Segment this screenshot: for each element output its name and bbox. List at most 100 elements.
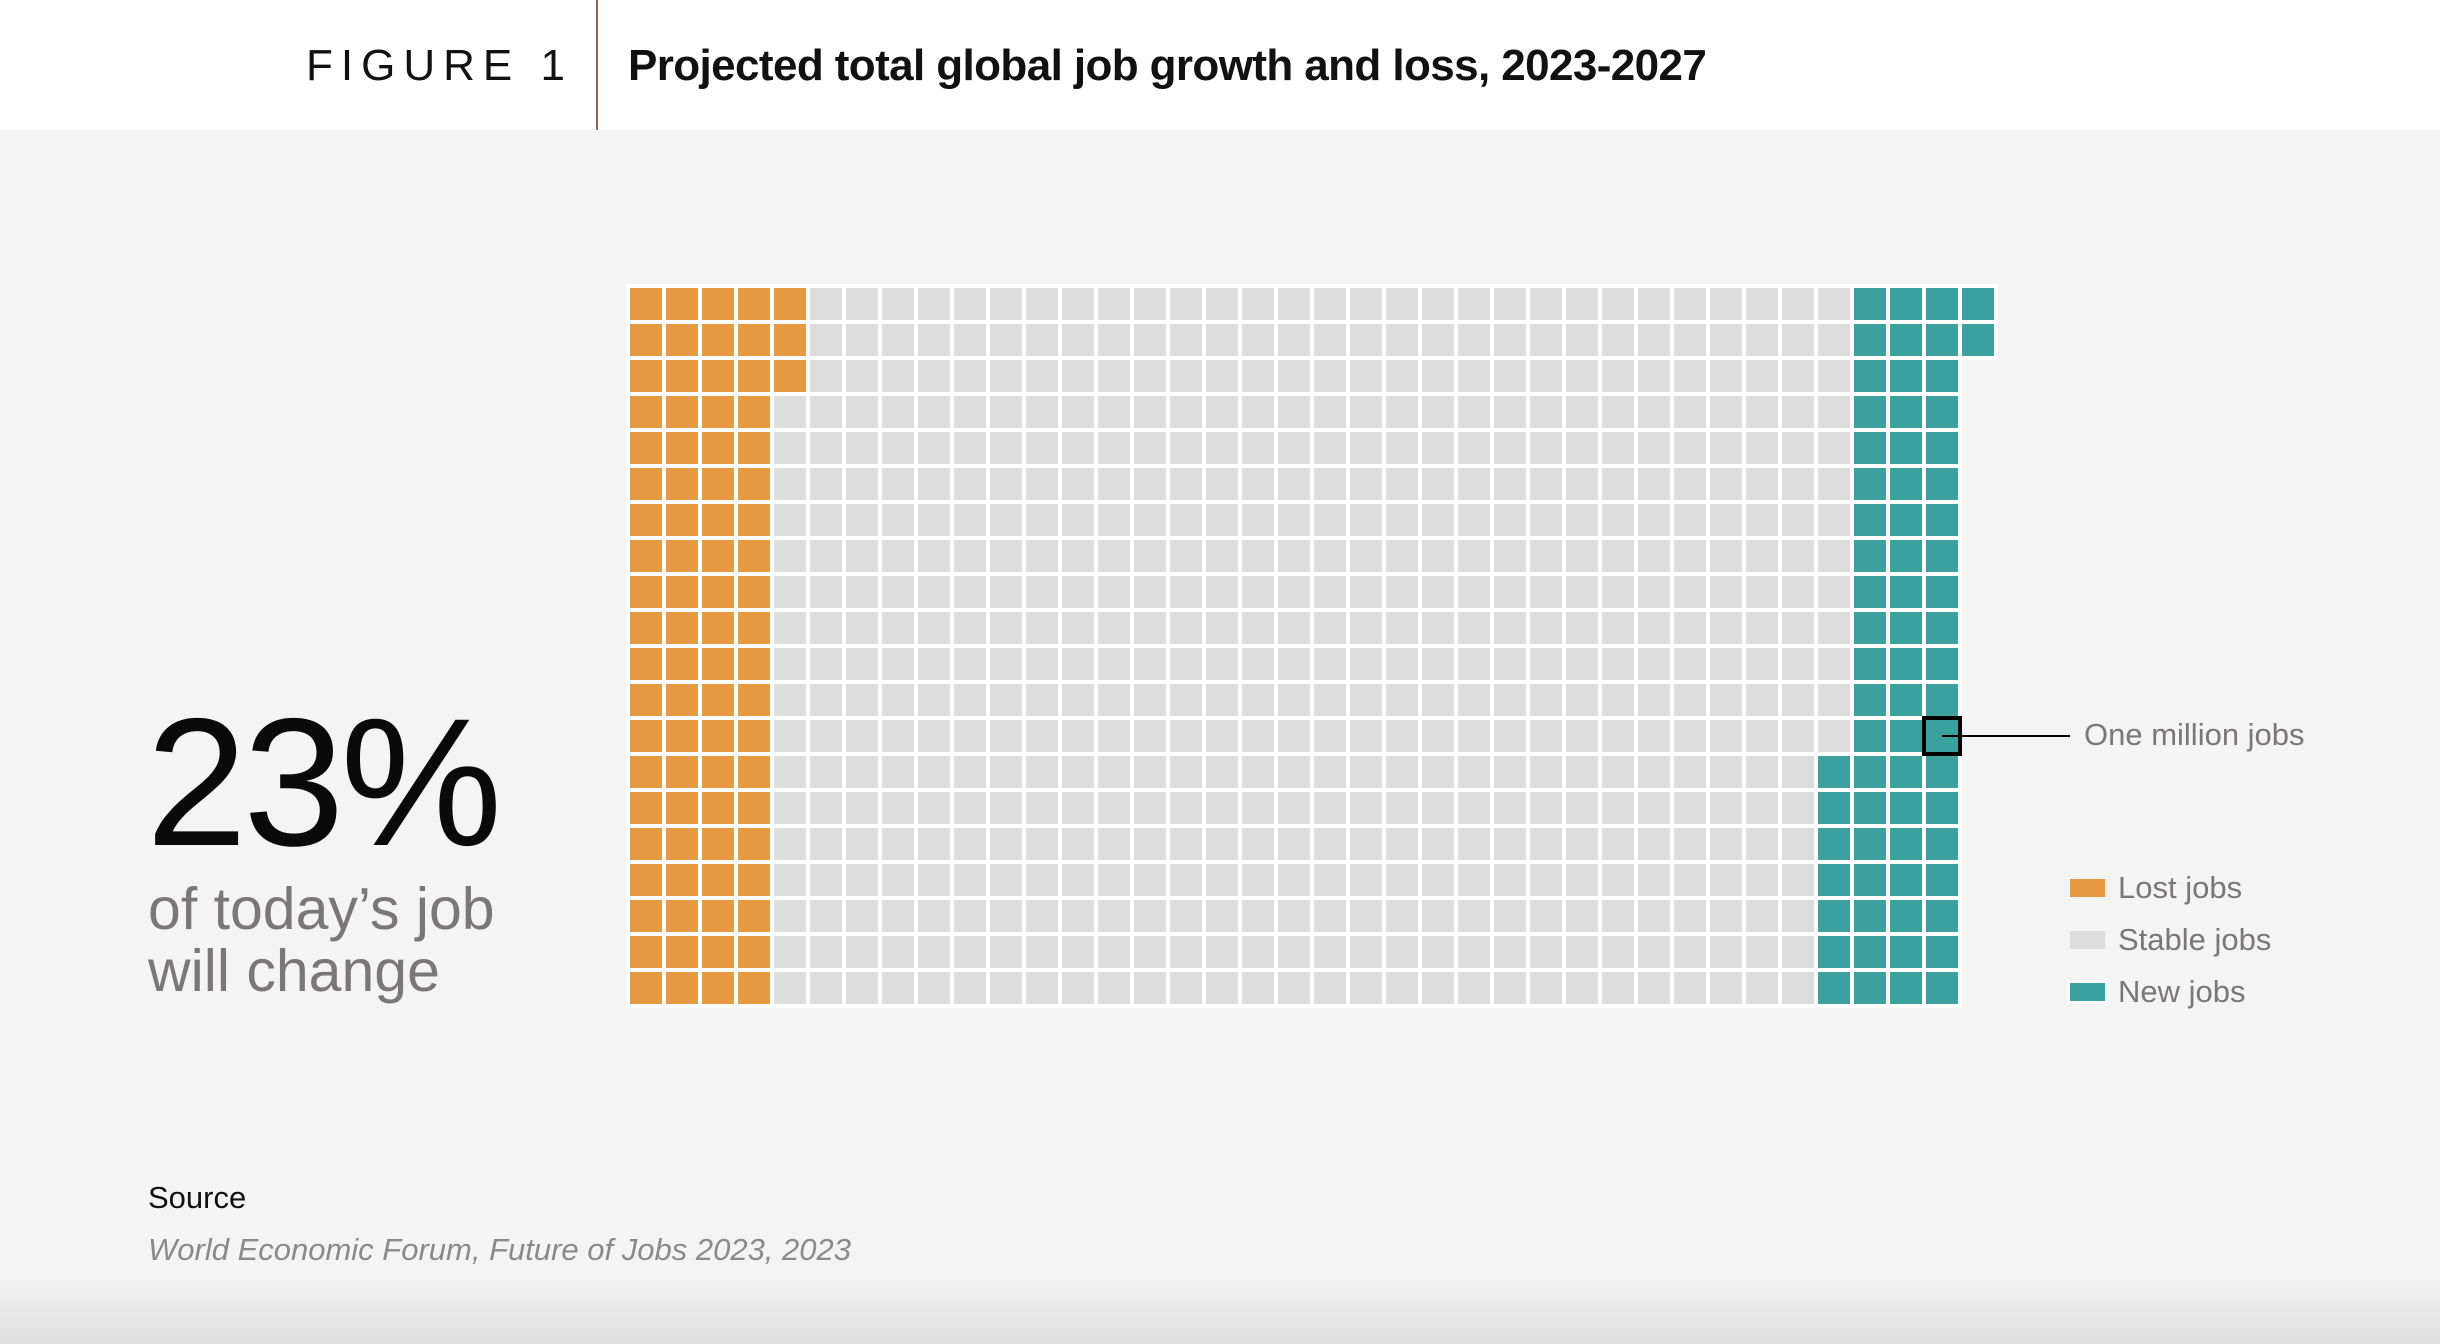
waffle-cell-stable <box>1386 756 1418 788</box>
waffle-cell-stable <box>918 828 950 860</box>
waffle-cell-new <box>1926 792 1958 824</box>
highlight-percentage: 23% <box>146 680 502 884</box>
waffle-cell-stable <box>1494 576 1526 608</box>
waffle-cell-lost <box>702 468 734 500</box>
waffle-cell-stable <box>1458 324 1490 356</box>
waffle-cell-stable <box>918 576 950 608</box>
waffle-cell-stable <box>1602 540 1634 572</box>
waffle-cell-stable <box>1782 360 1814 392</box>
waffle-cell-stable <box>1674 324 1706 356</box>
waffle-cell-stable <box>882 576 914 608</box>
waffle-cell-stable <box>1134 576 1166 608</box>
waffle-cell-stable <box>990 396 1022 428</box>
waffle-cell-stable <box>1170 972 1202 1004</box>
waffle-cell-stable <box>1710 864 1742 896</box>
waffle-cell-stable <box>810 288 842 320</box>
waffle-cell-stable <box>1026 612 1058 644</box>
waffle-cell-stable <box>990 936 1022 968</box>
waffle-cell-stable <box>1818 396 1850 428</box>
waffle-cell-stable <box>1422 792 1454 824</box>
waffle-cell-stable <box>1818 648 1850 680</box>
waffle-cell-lost <box>702 396 734 428</box>
waffle-cell-stable <box>1530 324 1562 356</box>
waffle-cell-stable <box>1098 360 1130 392</box>
waffle-cell-stable <box>990 756 1022 788</box>
waffle-cell-stable <box>810 540 842 572</box>
waffle-cell-stable <box>1062 972 1094 1004</box>
waffle-cell-stable <box>918 324 950 356</box>
waffle-cell-stable <box>1494 864 1526 896</box>
waffle-cell-stable <box>1026 576 1058 608</box>
waffle-cell-new <box>1854 576 1886 608</box>
waffle-cell-stable <box>810 864 842 896</box>
legend-swatch-new <box>2067 980 2108 1004</box>
waffle-cell-stable <box>1782 468 1814 500</box>
waffle-cell-stable <box>1494 288 1526 320</box>
waffle-cell-stable <box>1458 360 1490 392</box>
waffle-cell-stable <box>774 792 806 824</box>
waffle-cell-stable <box>1818 288 1850 320</box>
waffle-cell-stable <box>810 900 842 932</box>
waffle-cell-stable <box>1206 792 1238 824</box>
waffle-cell-lost <box>630 900 662 932</box>
waffle-cell-stable <box>882 864 914 896</box>
waffle-cell-stable <box>1062 864 1094 896</box>
highlight-caption: of today’s job will change <box>148 878 608 1002</box>
waffle-cell-stable <box>1206 288 1238 320</box>
waffle-cell-stable <box>1206 396 1238 428</box>
waffle-cell-new <box>1854 648 1886 680</box>
waffle-cell-lost <box>702 828 734 860</box>
waffle-cell-stable <box>1674 432 1706 464</box>
waffle-cell-lost <box>630 792 662 824</box>
waffle-cell-stable <box>1386 288 1418 320</box>
waffle-cell-lost <box>774 360 806 392</box>
waffle-cell-stable <box>1170 468 1202 500</box>
waffle-cell-stable <box>1746 576 1778 608</box>
waffle-cell-stable <box>1674 720 1706 752</box>
waffle-cell-stable <box>1458 540 1490 572</box>
waffle-cell-new <box>1854 684 1886 716</box>
waffle-cell-stable <box>1638 468 1670 500</box>
waffle-cell-lost <box>738 396 770 428</box>
waffle-cell-stable <box>882 504 914 536</box>
waffle-cell-stable <box>1602 900 1634 932</box>
waffle-cell-stable <box>1350 756 1382 788</box>
waffle-cell-stable <box>954 576 986 608</box>
waffle-cell-stable <box>1494 972 1526 1004</box>
waffle-cell-stable <box>1098 288 1130 320</box>
waffle-cell-stable <box>1242 504 1274 536</box>
waffle-cell-stable <box>1350 360 1382 392</box>
waffle-cell-stable <box>990 828 1022 860</box>
waffle-cell-stable <box>1818 612 1850 644</box>
waffle-cell-stable <box>1098 540 1130 572</box>
waffle-cell-stable <box>1422 972 1454 1004</box>
waffle-cell-lost <box>738 324 770 356</box>
waffle-cell-lost <box>630 648 662 680</box>
waffle-cell-stable <box>1026 504 1058 536</box>
waffle-cell-lost <box>666 540 698 572</box>
waffle-cell-stable <box>1602 936 1634 968</box>
waffle-cell-stable <box>918 756 950 788</box>
waffle-cell-stable <box>1206 432 1238 464</box>
waffle-cell-stable <box>1530 828 1562 860</box>
waffle-cell-stable <box>1782 828 1814 860</box>
waffle-cell-stable <box>1386 864 1418 896</box>
waffle-cell-stable <box>1206 540 1238 572</box>
waffle-cell-new <box>1890 396 1922 428</box>
waffle-cell-stable <box>1386 468 1418 500</box>
waffle-cell-stable <box>846 540 878 572</box>
waffle-cell-lost <box>738 360 770 392</box>
waffle-cell-stable <box>954 468 986 500</box>
waffle-cell-stable <box>1098 900 1130 932</box>
waffle-cell-new <box>1890 432 1922 464</box>
waffle-cell-stable <box>1206 612 1238 644</box>
waffle-cell-stable <box>774 720 806 752</box>
waffle-cell-stable <box>1134 756 1166 788</box>
waffle-cell-stable <box>990 864 1022 896</box>
waffle-cell-lost <box>702 900 734 932</box>
waffle-cell-stable <box>1422 540 1454 572</box>
waffle-cell-stable <box>882 468 914 500</box>
waffle-cell-stable <box>1350 540 1382 572</box>
waffle-cell-stable <box>1206 972 1238 1004</box>
waffle-cell-stable <box>1458 900 1490 932</box>
